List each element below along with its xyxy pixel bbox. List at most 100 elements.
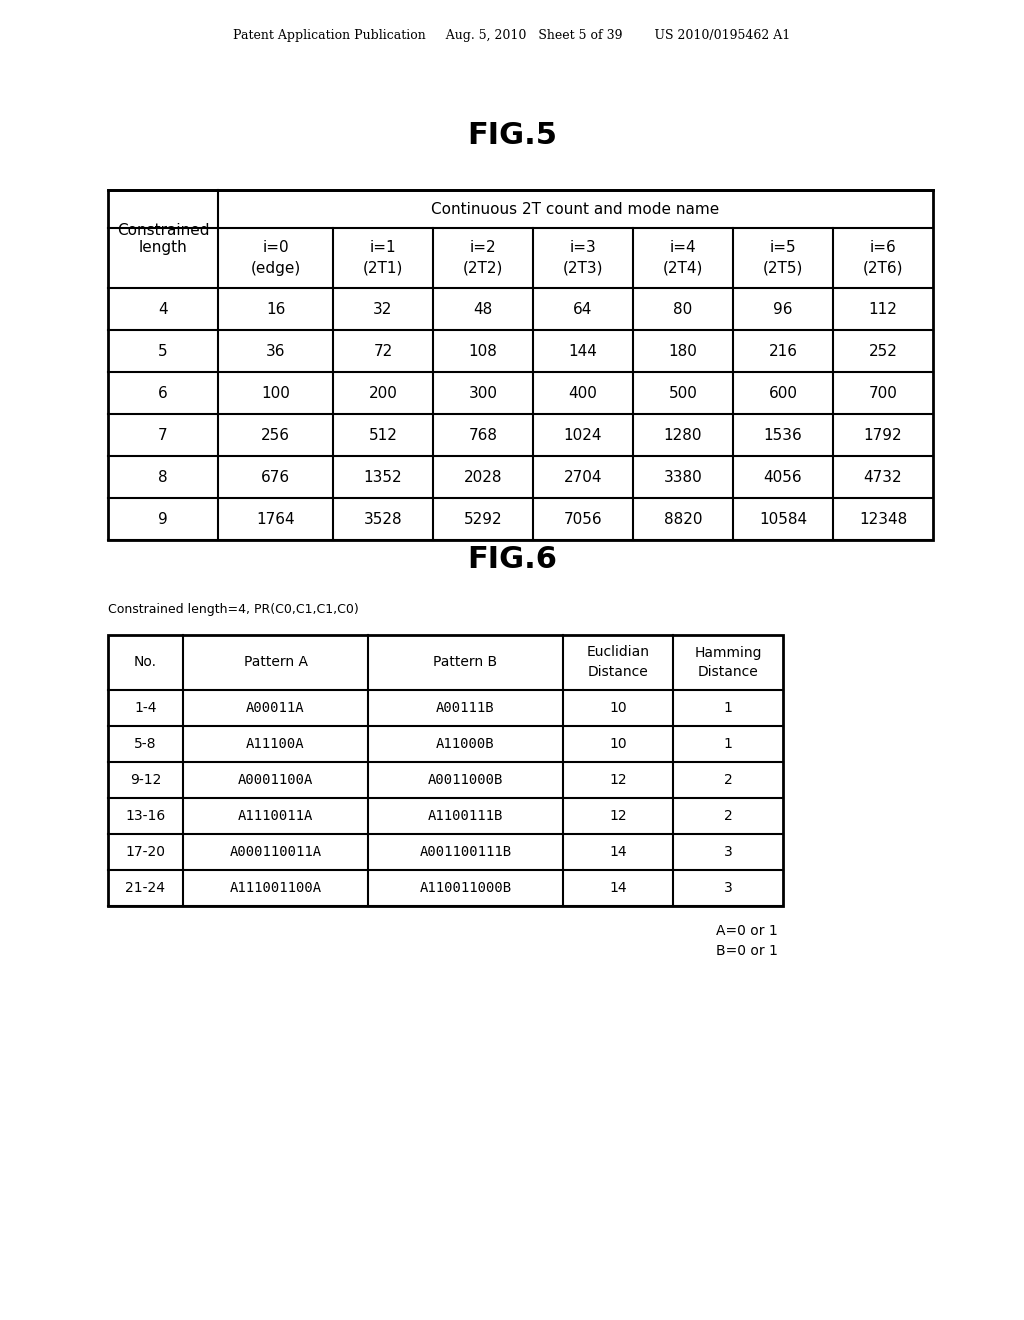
Text: i=5: i=5 xyxy=(770,240,797,256)
Text: i=0: i=0 xyxy=(262,240,289,256)
Text: Patent Application Publication     Aug. 5, 2010   Sheet 5 of 39        US 2010/0: Patent Application Publication Aug. 5, 2… xyxy=(233,29,791,41)
Text: 768: 768 xyxy=(469,428,498,442)
Text: 48: 48 xyxy=(473,301,493,317)
Text: 7056: 7056 xyxy=(563,511,602,527)
Text: 512: 512 xyxy=(369,428,397,442)
Text: (2T5): (2T5) xyxy=(763,260,803,276)
Text: A0011000B: A0011000B xyxy=(428,774,503,787)
Text: No.: No. xyxy=(134,656,157,669)
Text: 3380: 3380 xyxy=(664,470,702,484)
Text: 64: 64 xyxy=(573,301,593,317)
Text: 1352: 1352 xyxy=(364,470,402,484)
Text: i=3: i=3 xyxy=(569,240,596,256)
Text: 9-12: 9-12 xyxy=(130,774,161,787)
Text: 10: 10 xyxy=(609,737,627,751)
Text: 7: 7 xyxy=(158,428,168,442)
Text: 5-8: 5-8 xyxy=(134,737,157,751)
Text: 13-16: 13-16 xyxy=(125,809,166,822)
Text: 12348: 12348 xyxy=(859,511,907,527)
Text: (2T3): (2T3) xyxy=(563,260,603,276)
Text: 1764: 1764 xyxy=(256,511,295,527)
Text: Pattern B: Pattern B xyxy=(433,656,498,669)
Text: 1-4: 1-4 xyxy=(134,701,157,715)
Text: i=2: i=2 xyxy=(470,240,497,256)
Text: Distance: Distance xyxy=(588,665,648,680)
Text: Distance: Distance xyxy=(697,665,759,680)
Text: Pattern A: Pattern A xyxy=(244,656,307,669)
Text: 1024: 1024 xyxy=(564,428,602,442)
Text: 12: 12 xyxy=(609,774,627,787)
Text: 700: 700 xyxy=(868,385,897,400)
Text: A11100A: A11100A xyxy=(246,737,305,751)
Text: 4732: 4732 xyxy=(863,470,902,484)
Text: 9: 9 xyxy=(158,511,168,527)
Text: Constrained length=4, PR(C0,C1,C1,C0): Constrained length=4, PR(C0,C1,C1,C0) xyxy=(108,603,358,616)
Text: FIG.6: FIG.6 xyxy=(467,545,557,574)
Text: (2T4): (2T4) xyxy=(663,260,703,276)
Text: 14: 14 xyxy=(609,845,627,859)
Text: 3528: 3528 xyxy=(364,511,402,527)
Text: 8820: 8820 xyxy=(664,511,702,527)
Text: Euclidian: Euclidian xyxy=(587,645,649,660)
Text: 2: 2 xyxy=(724,809,732,822)
Text: Continuous 2T count and mode name: Continuous 2T count and mode name xyxy=(431,202,720,216)
Text: 4056: 4056 xyxy=(764,470,803,484)
Text: A1110011A: A1110011A xyxy=(238,809,313,822)
Text: Hamming: Hamming xyxy=(694,645,762,660)
Text: 100: 100 xyxy=(261,385,290,400)
Text: 10: 10 xyxy=(609,701,627,715)
Text: 252: 252 xyxy=(868,343,897,359)
Text: i=1: i=1 xyxy=(370,240,396,256)
Text: 400: 400 xyxy=(568,385,597,400)
Text: B=0 or 1: B=0 or 1 xyxy=(716,944,778,958)
Text: A001100111B: A001100111B xyxy=(420,845,512,859)
Text: 1536: 1536 xyxy=(764,428,803,442)
Text: 600: 600 xyxy=(768,385,798,400)
Text: 1792: 1792 xyxy=(863,428,902,442)
Text: 5292: 5292 xyxy=(464,511,503,527)
Text: (2T2): (2T2) xyxy=(463,260,503,276)
Text: 300: 300 xyxy=(469,385,498,400)
Text: 3: 3 xyxy=(724,880,732,895)
Text: 112: 112 xyxy=(868,301,897,317)
Text: (2T1): (2T1) xyxy=(362,260,403,276)
Text: 10584: 10584 xyxy=(759,511,807,527)
Text: 676: 676 xyxy=(261,470,290,484)
Text: 6: 6 xyxy=(158,385,168,400)
Text: 80: 80 xyxy=(674,301,692,317)
Text: 36: 36 xyxy=(266,343,286,359)
Text: 16: 16 xyxy=(266,301,286,317)
Text: 200: 200 xyxy=(369,385,397,400)
Text: 1: 1 xyxy=(724,737,732,751)
Text: 144: 144 xyxy=(568,343,597,359)
Text: FIG.5: FIG.5 xyxy=(467,120,557,149)
Text: A=0 or 1: A=0 or 1 xyxy=(716,924,778,939)
Text: 17-20: 17-20 xyxy=(126,845,166,859)
Text: 8: 8 xyxy=(158,470,168,484)
Text: 2704: 2704 xyxy=(564,470,602,484)
Text: i=6: i=6 xyxy=(869,240,896,256)
Text: 256: 256 xyxy=(261,428,290,442)
Bar xyxy=(108,190,933,540)
Text: 21-24: 21-24 xyxy=(126,880,166,895)
Text: 12: 12 xyxy=(609,809,627,822)
Text: A00011A: A00011A xyxy=(246,701,305,715)
Text: 3: 3 xyxy=(724,845,732,859)
Text: A111001100A: A111001100A xyxy=(229,880,322,895)
Text: 96: 96 xyxy=(773,301,793,317)
Text: 108: 108 xyxy=(469,343,498,359)
Text: i=4: i=4 xyxy=(670,240,696,256)
Text: Constrained
length: Constrained length xyxy=(117,223,209,255)
Text: 216: 216 xyxy=(768,343,798,359)
Text: A110011000B: A110011000B xyxy=(420,880,512,895)
Text: 1280: 1280 xyxy=(664,428,702,442)
Text: A00111B: A00111B xyxy=(436,701,495,715)
Text: 5: 5 xyxy=(158,343,168,359)
Text: 1: 1 xyxy=(724,701,732,715)
Text: 180: 180 xyxy=(669,343,697,359)
Text: A0001100A: A0001100A xyxy=(238,774,313,787)
Text: 14: 14 xyxy=(609,880,627,895)
Text: 4: 4 xyxy=(158,301,168,317)
Text: 2028: 2028 xyxy=(464,470,502,484)
Text: A1100111B: A1100111B xyxy=(428,809,503,822)
